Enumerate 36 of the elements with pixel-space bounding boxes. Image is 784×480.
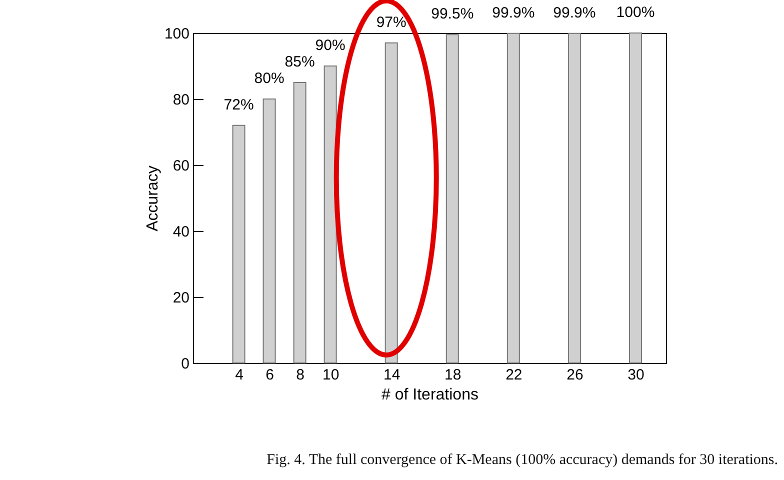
y-axis-title: Accuracy <box>144 166 162 232</box>
bar <box>293 82 306 364</box>
data-label: 100% <box>616 4 655 21</box>
x-axis-title: # of Iterations <box>382 386 478 404</box>
data-label: 85% <box>284 54 315 70</box>
data-label: 99.9% <box>492 4 535 22</box>
x-tick-label: 14 <box>384 366 400 384</box>
x-tick-label: 26 <box>566 366 584 384</box>
x-tick-label: 6 <box>266 366 274 384</box>
bar <box>324 66 337 364</box>
x-tick-label: 30 <box>628 366 644 384</box>
caption: Fig. 4. The full convergence of K-Means (100% accuracy) demands for 30 iterations. <box>266 452 778 469</box>
data-label: 97% <box>376 14 406 31</box>
y-tick-label: 60 <box>172 158 190 174</box>
y-tick-label: 40 <box>172 224 190 240</box>
x-tick-label: 18 <box>444 366 462 384</box>
y-tick-label: 20 <box>172 290 190 306</box>
x-tick-label: 22 <box>506 366 522 384</box>
data-label: 90% <box>315 37 346 54</box>
data-label: 72% <box>224 96 254 114</box>
bar <box>506 32 520 364</box>
bar <box>262 98 276 364</box>
x-tick-label: 8 <box>296 366 304 384</box>
y-tick-label: 0 <box>181 356 190 372</box>
y-tick-label: 100 <box>164 26 190 42</box>
bar <box>384 42 398 364</box>
data-label: 80% <box>254 70 284 87</box>
bar <box>628 32 642 364</box>
x-tick-label: 10 <box>322 366 340 384</box>
data-label: 99.9% <box>553 4 596 22</box>
bar <box>232 124 246 364</box>
x-tick-label: 4 <box>235 366 244 384</box>
data-label: 99.5% <box>431 6 474 23</box>
bar <box>568 32 581 364</box>
bar <box>446 34 459 364</box>
y-tick-label: 80 <box>172 92 190 108</box>
